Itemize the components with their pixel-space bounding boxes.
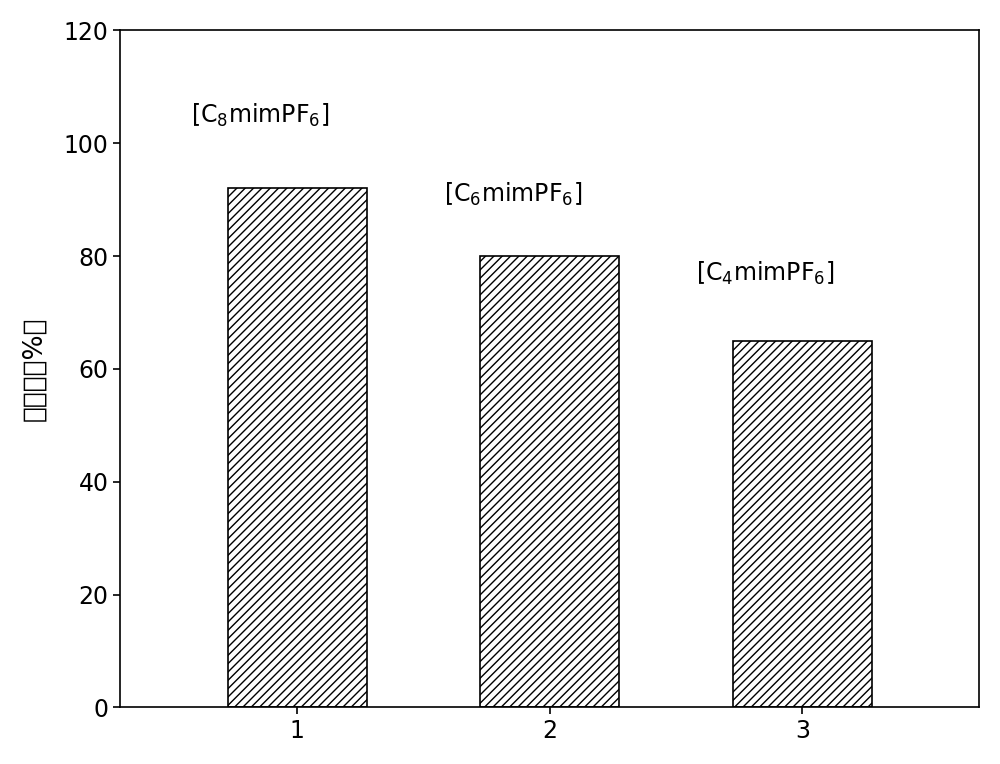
Y-axis label: 萌取率（%）: 萌取率（%） <box>21 316 47 421</box>
Bar <box>228 188 367 707</box>
Bar <box>733 341 872 707</box>
Text: [C$_6$mimPF$_6$]: [C$_6$mimPF$_6$] <box>444 180 582 208</box>
Text: [C$_4$mimPF$_6$]: [C$_4$mimPF$_6$] <box>696 259 834 286</box>
Text: [C$_8$mimPF$_6$]: [C$_8$mimPF$_6$] <box>191 102 329 128</box>
Bar <box>480 256 619 707</box>
